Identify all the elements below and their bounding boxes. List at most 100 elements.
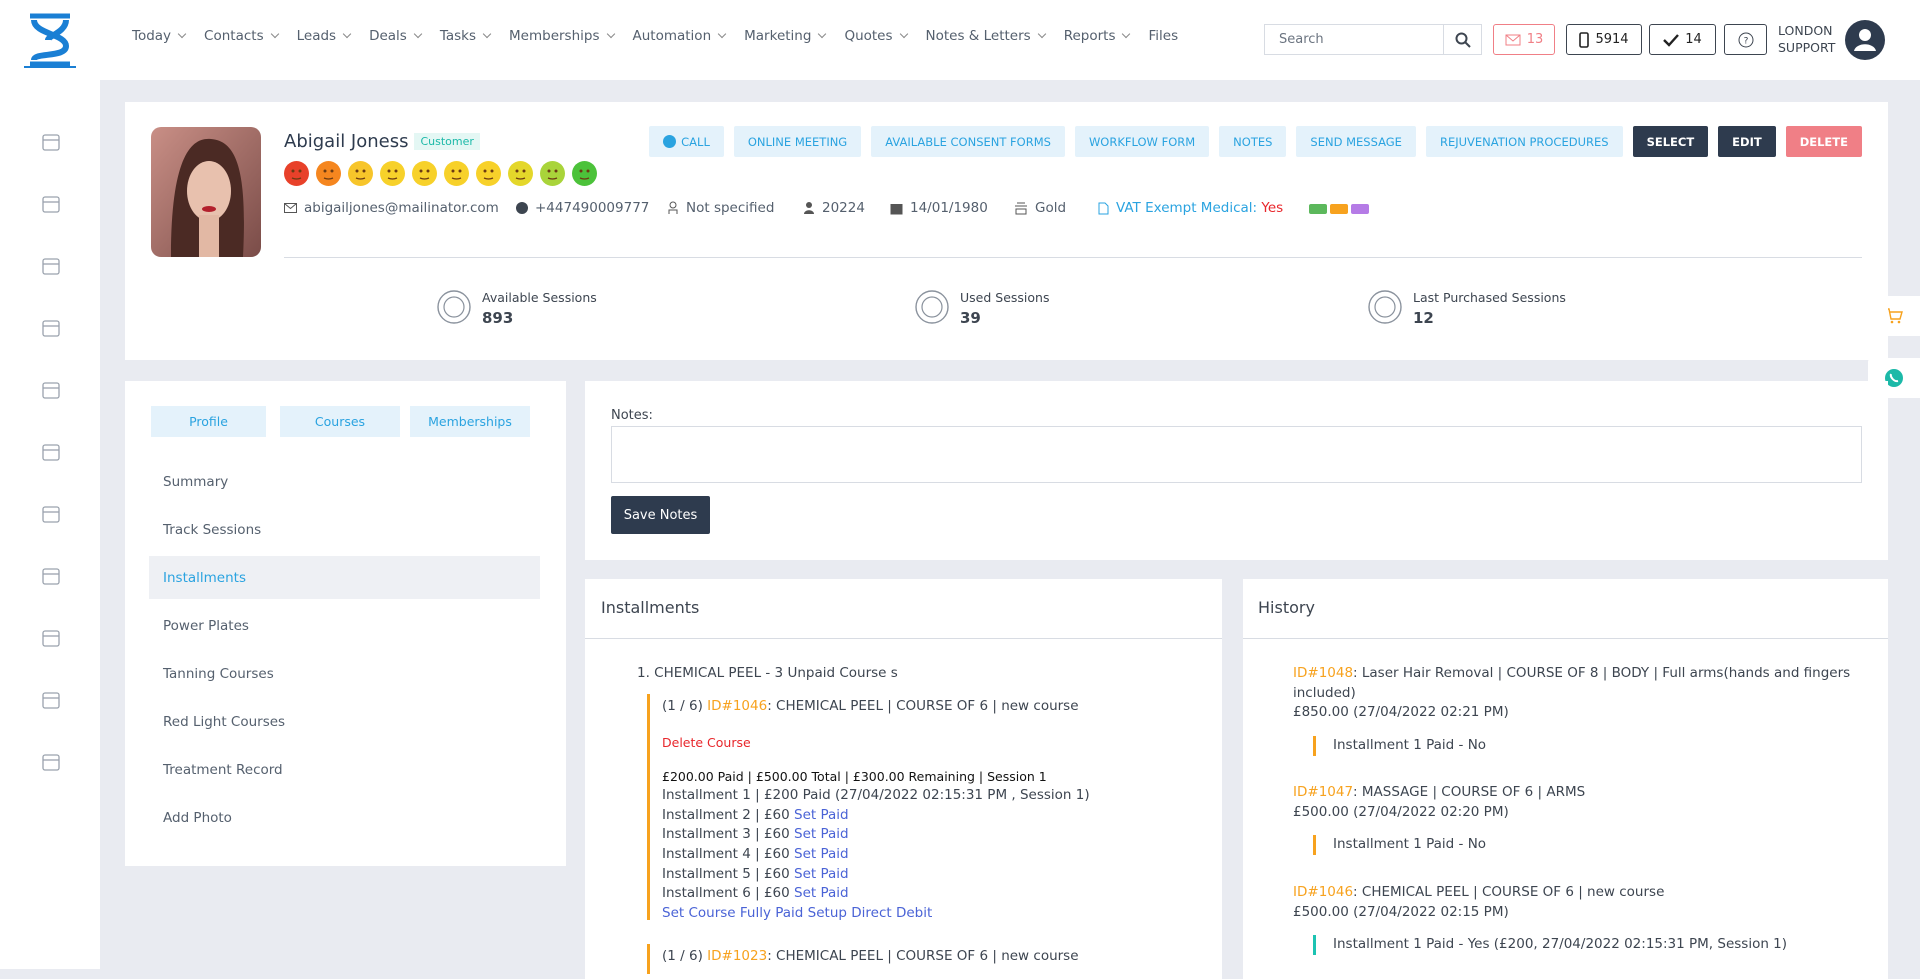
rating-face[interactable] [476, 161, 501, 186]
rating-face[interactable] [412, 161, 437, 186]
sidebar-icon[interactable] [40, 503, 62, 525]
sidebar-icon[interactable] [40, 689, 62, 711]
tab[interactable]: Courses [280, 406, 400, 437]
tasks-button[interactable]: 14 [1649, 24, 1716, 55]
sidebar-icon[interactable] [40, 441, 62, 463]
history-id[interactable]: ID#1048 [1293, 665, 1354, 681]
history-amount: £500.00 (27/04/2022 02:20 PM) [1293, 803, 1509, 820]
course-link[interactable]: Set Course Fully Paid [662, 904, 804, 921]
user-avatar[interactable] [1845, 20, 1885, 60]
action-label: EDIT [1732, 134, 1762, 149]
satisfaction-rating[interactable] [284, 161, 597, 186]
action-label: CALL [681, 134, 710, 149]
course-link[interactable]: Setup Direct Debit [807, 904, 933, 921]
action-button[interactable]: EDIT [1718, 126, 1776, 157]
installments-title: Installments [601, 598, 700, 617]
logo[interactable] [24, 12, 76, 68]
history-id[interactable]: ID#1047 [1293, 784, 1354, 800]
notes-label: Notes: [611, 408, 653, 423]
action-button[interactable]: CALL [649, 126, 724, 157]
nav-item[interactable]: Leads [297, 28, 350, 44]
rating-face[interactable] [540, 161, 565, 186]
action-label: AVAILABLE CONSENT FORMS [885, 134, 1051, 149]
menu-item[interactable]: Track Sessions [163, 521, 262, 538]
installment-text: Installment 4 | £60 [662, 846, 790, 862]
sidebar-icon[interactable] [40, 317, 62, 339]
rating-face[interactable] [348, 161, 373, 186]
set-paid-link[interactable]: Set Paid [794, 865, 849, 882]
nav-item[interactable]: Today [132, 28, 185, 44]
nav-item[interactable]: Contacts [204, 28, 278, 44]
nav-item[interactable]: Files [1148, 28, 1179, 44]
course-id[interactable]: ID#1023 [707, 948, 768, 965]
nav-item[interactable]: Automation [633, 28, 726, 44]
history-heading: ID#1047: MASSAGE | COURSE OF 6 | ARMS [1293, 783, 1853, 803]
set-paid-link[interactable]: Set Paid [794, 885, 849, 902]
nav-item[interactable]: Reports [1064, 28, 1130, 44]
action-button[interactable]: SEND MESSAGE [1296, 126, 1416, 157]
menu-item[interactable]: Treatment Record [163, 761, 283, 778]
course-id[interactable]: ID#1046 [707, 698, 768, 714]
action-button[interactable]: WORKFLOW FORM [1074, 126, 1210, 157]
search-button[interactable] [1443, 24, 1481, 55]
installment-line: Installment 1 | £200 Paid (27/04/2022 02… [662, 786, 1090, 806]
sidebar-icon[interactable] [40, 131, 62, 153]
installment-text: Installment 3 | £60 [662, 826, 790, 843]
rating-face[interactable] [508, 161, 533, 186]
help-button[interactable]: ? [1724, 24, 1767, 55]
nav-item[interactable]: Deals [369, 28, 421, 44]
rating-face[interactable] [316, 161, 341, 186]
menu-item[interactable]: Add Photo [163, 809, 232, 826]
menu-item[interactable]: Power Plates [163, 617, 249, 634]
action-button[interactable]: DELETE [1785, 126, 1862, 157]
mail-button[interactable]: 13 [1493, 24, 1555, 55]
nav-item[interactable]: Quotes [844, 28, 906, 44]
nav-item[interactable]: Notes & Letters [926, 28, 1045, 44]
history-amount: £500.00 (27/04/2022 02:15 PM) [1293, 903, 1509, 920]
sidebar-icon[interactable] [40, 255, 62, 277]
set-paid-link[interactable]: Set Paid [794, 846, 849, 862]
icon [1368, 290, 1402, 324]
save-notes-button[interactable]: Save Notes [611, 496, 710, 534]
nav-item[interactable]: Memberships [509, 28, 613, 44]
stat-value: 39 [960, 309, 981, 327]
action-button[interactable]: SELECT [1632, 126, 1709, 157]
action-button[interactable]: ONLINE MEETING [733, 126, 862, 157]
history-id[interactable]: ID#1046 [1293, 884, 1354, 900]
menu-item[interactable]: Installments [149, 556, 540, 599]
menu-item[interactable]: Red Light Courses [163, 713, 286, 730]
sidebar-icon[interactable] [40, 565, 62, 587]
menu-item[interactable]: Summary [163, 473, 229, 490]
set-paid-link[interactable]: Set Paid [794, 826, 849, 843]
menu-item[interactable]: Tanning Courses [163, 665, 274, 682]
rating-face[interactable] [380, 161, 405, 186]
history-desc: : MASSAGE | COURSE OF 6 | ARMS [1353, 784, 1586, 800]
tab[interactable]: Memberships [410, 406, 530, 437]
sidebar-icon[interactable] [40, 751, 62, 773]
sidebar-icon[interactable] [40, 379, 62, 401]
phone-button[interactable]: 5914 [1566, 24, 1642, 55]
set-paid-link[interactable]: Set Paid [794, 806, 849, 823]
notes-textarea[interactable] [611, 426, 1862, 483]
action-button[interactable]: AVAILABLE CONSENT FORMS [871, 126, 1065, 157]
sidebar-icon[interactable] [40, 193, 62, 215]
action-button[interactable]: REJUVENATION PROCEDURES [1425, 126, 1623, 157]
tab[interactable]: Profile [151, 406, 266, 437]
svg-text:?: ? [1743, 36, 1748, 46]
action-button[interactable]: NOTES [1219, 126, 1287, 157]
sidebar-icon[interactable] [40, 627, 62, 649]
nav-item[interactable]: Marketing [744, 28, 825, 44]
gender-icon [668, 201, 678, 214]
vat-value: Yes [1261, 200, 1284, 216]
search-box[interactable]: Search [1264, 24, 1482, 55]
installment-text: Installment 2 | £60 [662, 806, 790, 823]
menu-card [125, 381, 566, 866]
face [291, 169, 302, 180]
user-name[interactable]: LONDON SUPPORT [1778, 22, 1835, 56]
rating-face[interactable] [444, 161, 469, 186]
rating-face[interactable] [284, 161, 309, 186]
rating-face[interactable] [572, 161, 597, 186]
nav-item[interactable]: Tasks [440, 28, 490, 44]
tier-text: Gold [1035, 200, 1067, 216]
delete-course[interactable]: Delete Course [662, 734, 751, 750]
